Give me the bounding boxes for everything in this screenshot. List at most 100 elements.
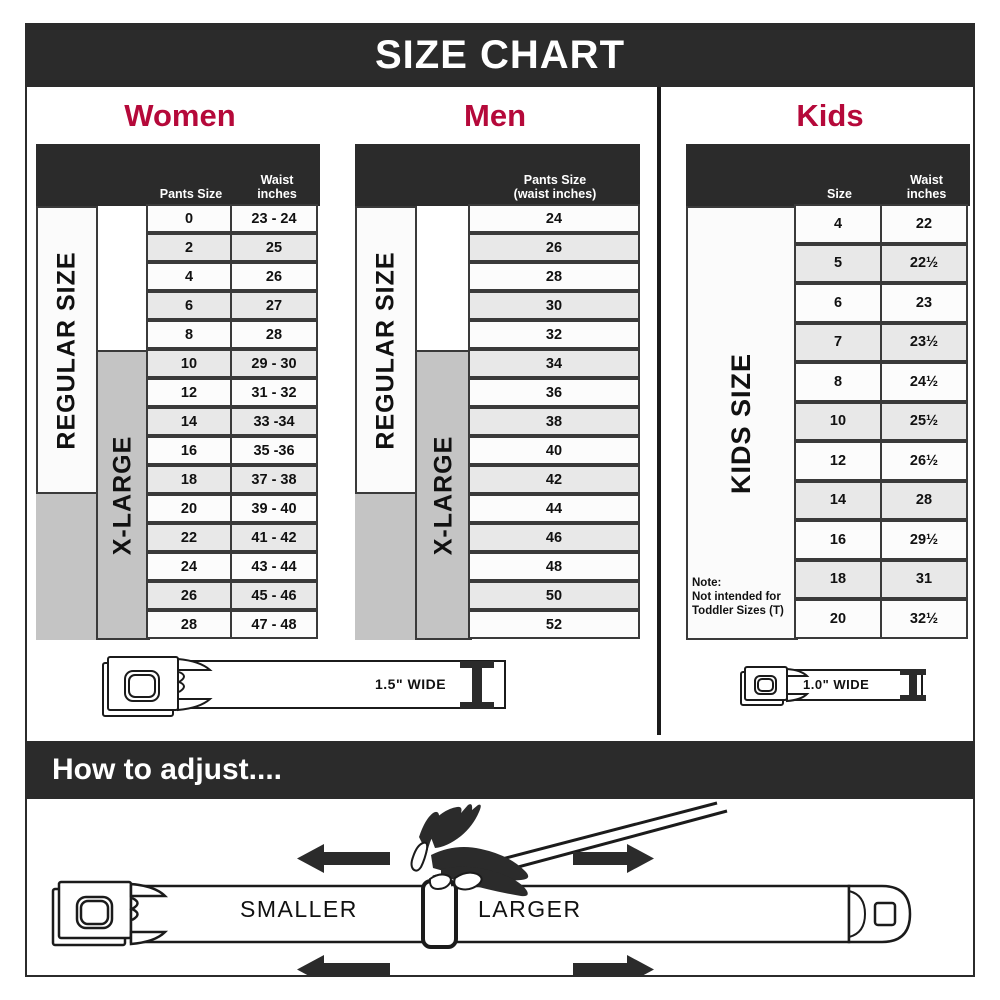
table-row: 38 bbox=[468, 407, 640, 438]
table-row: 10 29 - 30 bbox=[146, 349, 320, 380]
cell-kids-waist: 22 bbox=[880, 204, 968, 244]
how-to-adjust-title: How to adjust.... bbox=[52, 753, 282, 786]
label-kids-size: KIDS SIZE bbox=[686, 206, 798, 640]
label-xlarge-men: X-LARGE bbox=[415, 350, 472, 640]
table-row: 48 bbox=[468, 552, 640, 583]
table-row: 18 37 - 38 bbox=[146, 465, 320, 496]
table-row: 8 24½ bbox=[794, 362, 970, 404]
col-header-kids-waist-line1: Waist bbox=[910, 173, 943, 187]
cell-waist: 28 bbox=[230, 320, 318, 349]
arrow-larger-bottom bbox=[573, 955, 654, 984]
cell-pants-size-men: 32 bbox=[468, 320, 640, 349]
cell-waist: 25 bbox=[230, 233, 318, 262]
col-header-waist-line2: inches bbox=[257, 187, 297, 201]
how-to-adjust-bar: How to adjust.... bbox=[27, 741, 973, 799]
table-row: 4 22 bbox=[794, 204, 970, 246]
table-row: 30 bbox=[468, 291, 640, 322]
cell-pants-size: 24 bbox=[146, 552, 232, 581]
cell-pants-size-men: 26 bbox=[468, 233, 640, 262]
label-smaller: SMALLER bbox=[240, 896, 358, 922]
cell-kids-waist: 24½ bbox=[880, 362, 968, 402]
cell-kids-size: 8 bbox=[794, 362, 882, 402]
cell-pants-size-men: 24 bbox=[468, 204, 640, 233]
cell-pants-size: 10 bbox=[146, 349, 232, 378]
cell-kids-waist: 22½ bbox=[880, 243, 968, 283]
cell-pants-size: 8 bbox=[146, 320, 232, 349]
table-men-rows: 24 26 28 30 32 34 36 38 40 42 44 46 48 50 52 bbox=[468, 204, 640, 641]
table-row: 24 bbox=[468, 204, 640, 235]
table-row: 36 bbox=[468, 378, 640, 409]
label-xlarge-women: X-LARGE bbox=[96, 350, 150, 640]
table-row: 44 bbox=[468, 494, 640, 525]
table-row: 26 45 - 46 bbox=[146, 581, 320, 612]
table-women-header: Pants Size Waist inches bbox=[36, 144, 320, 206]
col-header-kids-waist-line2: inches bbox=[906, 187, 947, 201]
table-row: 40 bbox=[468, 436, 640, 467]
cell-kids-waist: 26½ bbox=[880, 441, 968, 481]
cell-pants-size: 6 bbox=[146, 291, 232, 320]
col-header-men-line1: Pants Size bbox=[523, 173, 587, 187]
cell-waist: 47 - 48 bbox=[230, 610, 318, 639]
belt-width-kids-illustration: 1.0" WIDE bbox=[736, 662, 946, 710]
col-header-kids-waist: Waist inches bbox=[883, 173, 970, 206]
col-header-kids-size: Size bbox=[826, 187, 852, 201]
cell-kids-size: 12 bbox=[794, 441, 882, 481]
cell-pants-size-men: 40 bbox=[468, 436, 640, 465]
table-kids: Size Waist inches KIDS SIZE Note: Not in… bbox=[686, 144, 970, 640]
heading-women: Women bbox=[124, 98, 236, 133]
cell-kids-waist: 23½ bbox=[880, 322, 968, 362]
table-women-rows: 0 23 - 24 2 25 4 26 6 27 8 28 10 29 - 30 12 31 - 32 14… bbox=[146, 204, 320, 641]
table-men: Pants Size (waist inches) REGULAR SIZE X… bbox=[355, 144, 640, 640]
cell-kids-size: 16 bbox=[794, 520, 882, 560]
table-men-header: Pants Size (waist inches) bbox=[355, 144, 640, 206]
cell-kids-waist: 29½ bbox=[880, 520, 968, 560]
arrow-larger-top bbox=[573, 844, 654, 873]
cell-waist: 43 - 44 bbox=[230, 552, 318, 581]
cell-pants-size-men: 48 bbox=[468, 552, 640, 581]
belt-width-kids-label: 1.0" WIDE bbox=[803, 677, 870, 692]
cell-kids-size: 4 bbox=[794, 204, 882, 244]
table-row: 20 32½ bbox=[794, 599, 970, 641]
belt-width-adult-illustration: 1.5" WIDE bbox=[95, 650, 535, 720]
cell-pants-size: 0 bbox=[146, 204, 232, 233]
cell-pants-size-men: 42 bbox=[468, 465, 640, 494]
arrow-smaller-top bbox=[297, 844, 390, 873]
cell-pants-size: 22 bbox=[146, 523, 232, 552]
table-kids-rows: 4 22 5 22½ 6 23 7 23½ 8 24½ 10 25½ 12 26½ 14 28 16 29½ 18 3… bbox=[794, 204, 970, 641]
cell-kids-size: 14 bbox=[794, 480, 882, 520]
heading-men: Men bbox=[464, 98, 526, 133]
table-row: 12 26½ bbox=[794, 441, 970, 483]
table-row: 34 bbox=[468, 349, 640, 380]
table-row: 42 bbox=[468, 465, 640, 496]
kids-note: Note: Not intended for Toddler Sizes (T) bbox=[692, 577, 784, 617]
table-row: 10 25½ bbox=[794, 401, 970, 444]
table-row: 26 bbox=[468, 233, 640, 264]
table-kids-header: Size Waist inches bbox=[686, 144, 970, 206]
belt-width-adult-label: 1.5" WIDE bbox=[375, 676, 447, 692]
cell-kids-size: 18 bbox=[794, 559, 882, 599]
col-header-pants-size: Pants Size bbox=[159, 187, 223, 201]
table-row: 28 47 - 48 bbox=[146, 610, 320, 641]
cell-pants-size-men: 30 bbox=[468, 291, 640, 320]
cell-kids-waist: 23 bbox=[880, 283, 968, 323]
table-row: 50 bbox=[468, 581, 640, 612]
cell-waist: 29 - 30 bbox=[230, 349, 318, 378]
page-title: SIZE CHART bbox=[375, 33, 625, 77]
cell-pants-size: 26 bbox=[146, 581, 232, 610]
col-header-men-line2: (waist inches) bbox=[513, 187, 597, 201]
table-row: 52 bbox=[468, 610, 640, 641]
table-row: 0 23 - 24 bbox=[146, 204, 320, 235]
cell-kids-waist: 25½ bbox=[880, 401, 968, 441]
heading-kids: Kids bbox=[796, 98, 864, 133]
table-row: 8 28 bbox=[146, 320, 320, 351]
table-row: 14 33 -34 bbox=[146, 407, 320, 438]
label-larger: LARGER bbox=[478, 896, 582, 922]
table-row: 14 28 bbox=[794, 480, 970, 523]
cell-pants-size: 16 bbox=[146, 436, 232, 465]
cell-kids-waist: 28 bbox=[880, 480, 968, 520]
cell-waist: 45 - 46 bbox=[230, 581, 318, 610]
table-row: 7 23½ bbox=[794, 322, 970, 365]
table-row: 6 23 bbox=[794, 283, 970, 325]
table-row: 4 26 bbox=[146, 262, 320, 293]
